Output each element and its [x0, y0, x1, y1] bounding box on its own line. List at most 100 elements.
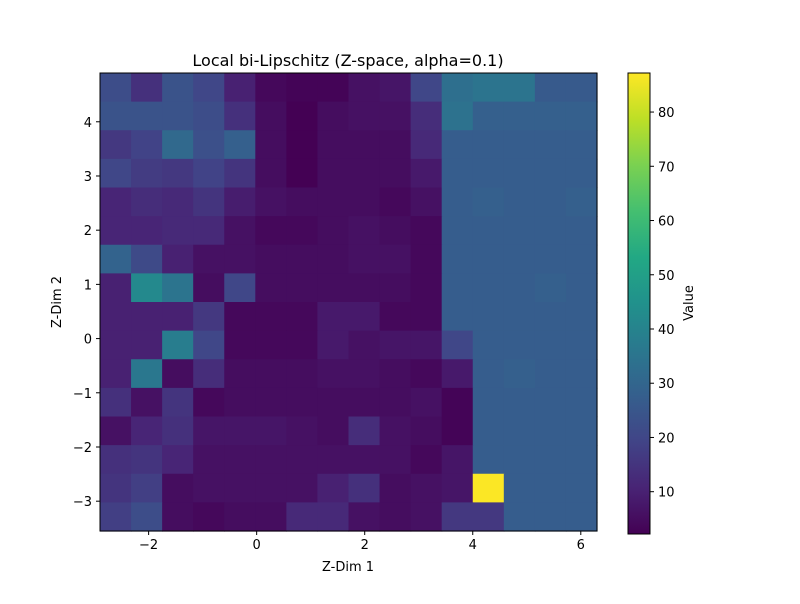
heatmap-cell — [193, 130, 225, 160]
heatmap-cell — [503, 273, 536, 303]
heatmap-cell — [379, 359, 412, 389]
heatmap-cell — [534, 302, 567, 332]
heatmap-cell — [162, 387, 194, 418]
heatmap-cell — [131, 187, 163, 217]
x-tick-label: −2 — [139, 538, 158, 553]
heatmap-cell — [565, 416, 598, 446]
heatmap-cell — [348, 416, 381, 446]
heatmap-cell — [100, 445, 132, 475]
heatmap-cell — [472, 473, 505, 503]
heatmap-cell — [162, 130, 194, 160]
heatmap-cell — [255, 387, 287, 418]
heatmap-cell — [410, 330, 443, 360]
heatmap-cell — [193, 387, 225, 418]
heatmap-cell — [162, 330, 194, 360]
heatmap-cell — [503, 73, 536, 103]
heatmap-cell — [472, 130, 505, 160]
heatmap-cell — [565, 216, 598, 246]
heatmap-cell — [503, 473, 536, 503]
x-tick-label: 2 — [361, 538, 369, 553]
heatmap-cell — [224, 130, 256, 160]
heatmap-cell — [441, 158, 474, 189]
heatmap-cell — [162, 416, 194, 446]
heatmap-cell — [503, 359, 536, 389]
heatmap-cell — [441, 244, 474, 274]
plot-frame — [99, 72, 598, 532]
heatmap-cell — [131, 130, 163, 160]
heatmap-cell — [379, 416, 412, 446]
heatmap-cell — [317, 158, 350, 189]
heatmap-cell — [131, 473, 163, 503]
colorbar-tick-label: 20 — [658, 431, 675, 446]
heatmap-cells — [100, 73, 598, 532]
y-tick-label: 4 — [84, 116, 92, 131]
heatmap-cell — [441, 330, 474, 360]
heatmap-cell — [379, 244, 412, 274]
heatmap-cell — [565, 244, 598, 274]
heatmap-cell — [379, 101, 412, 131]
heatmap-cell — [162, 445, 194, 475]
heatmap-cell — [534, 502, 567, 532]
heatmap-cell — [472, 73, 505, 103]
heatmap-cell — [255, 158, 287, 189]
heatmap-cell — [317, 273, 350, 303]
heatmap-cell — [410, 416, 443, 446]
heatmap-cell — [317, 359, 350, 389]
heatmap-cell — [286, 445, 319, 475]
heatmap-cell — [286, 158, 319, 189]
heatmap-cell — [503, 244, 536, 274]
heatmap-cell — [131, 416, 163, 446]
heatmap-cell — [193, 330, 225, 360]
y-tick-label: −2 — [73, 441, 92, 456]
colorbar-tick-label: 40 — [658, 323, 675, 338]
heatmap-cell — [255, 101, 287, 131]
y-tick-label: 1 — [84, 278, 92, 293]
heatmap-cell — [131, 387, 163, 418]
heatmap-cell — [317, 101, 350, 131]
heatmap-cell — [441, 359, 474, 389]
heatmap-cell — [255, 416, 287, 446]
heatmap-cell — [224, 502, 256, 532]
heatmap-cell — [317, 330, 350, 360]
heatmap-cell — [379, 216, 412, 246]
heatmap-cell — [472, 273, 505, 303]
colorbar-label: Value — [682, 285, 697, 321]
heatmap-cell — [131, 101, 163, 131]
heatmap-cell — [534, 187, 567, 217]
heatmap-cell — [286, 387, 319, 418]
heatmap-cell — [379, 473, 412, 503]
heatmap-cell — [224, 445, 256, 475]
heatmap-cell — [162, 73, 194, 103]
heatmap-cell — [472, 216, 505, 246]
y-tick-label: −1 — [73, 387, 92, 402]
heatmap-cell — [441, 216, 474, 246]
heatmap-cell — [503, 101, 536, 131]
heatmap-cell — [193, 416, 225, 446]
heatmap-cell — [193, 216, 225, 246]
heatmap-cell — [193, 73, 225, 103]
heatmap-cell — [565, 158, 598, 189]
heatmap-cell — [565, 73, 598, 103]
heatmap-cell — [379, 387, 412, 418]
heatmap-cell — [348, 101, 381, 131]
heatmap-cell — [441, 473, 474, 503]
heatmap-cell — [565, 273, 598, 303]
heatmap-cell — [503, 130, 536, 160]
heatmap-cell — [379, 73, 412, 103]
heatmap-cell — [317, 416, 350, 446]
heatmap-cell — [534, 473, 567, 503]
heatmap-cell — [441, 187, 474, 217]
heatmap-cell — [441, 387, 474, 418]
colorbar-tick-label: 30 — [658, 377, 675, 392]
heatmap-cell — [224, 244, 256, 274]
y-axis: −3 −2 −1 0 1 2 3 4 — [73, 116, 100, 510]
heatmap-cell — [255, 359, 287, 389]
heatmap-cell — [131, 445, 163, 475]
heatmap-cell — [410, 502, 443, 532]
heatmap-cell — [131, 158, 163, 189]
heatmap-cell — [100, 73, 132, 103]
heatmap-cell — [379, 130, 412, 160]
heatmap-cell — [410, 387, 443, 418]
heatmap-cell — [410, 187, 443, 217]
